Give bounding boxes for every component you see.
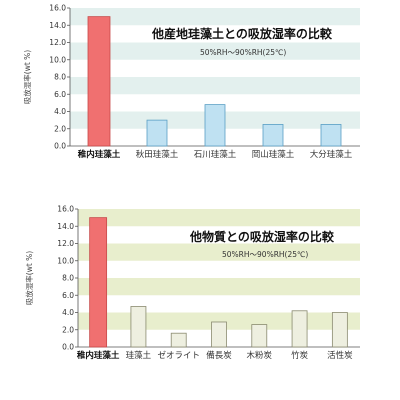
y-tick-label: 16.0 xyxy=(49,4,66,13)
category-label: 石川珪藻土 xyxy=(194,149,237,160)
y-axis-label: 吸放湿率(wt %) xyxy=(22,50,32,105)
bar-highlight xyxy=(87,16,111,147)
category-label: 稚内珪藻土 xyxy=(78,149,121,160)
y-tick-label: 2.0 xyxy=(62,325,74,334)
y-tick-label: 0.0 xyxy=(54,142,66,151)
y-tick-label: 6.0 xyxy=(54,90,66,99)
grid-band xyxy=(70,42,360,60)
grid-band xyxy=(70,8,360,26)
y-tick-label: 10.0 xyxy=(49,55,66,64)
y-tick-label: 12.0 xyxy=(49,38,66,47)
grid-band xyxy=(78,209,360,227)
bar xyxy=(170,332,187,348)
y-tick-label: 4.0 xyxy=(54,107,66,116)
category-label: 稚内珪藻土 xyxy=(77,350,120,361)
chart-title: 他物質との吸放湿率の比較 xyxy=(189,229,335,244)
y-tick-label: 12.0 xyxy=(57,239,74,248)
bar xyxy=(262,124,284,147)
chart-subtitle: 50%RH～90%RH(25℃) xyxy=(200,48,286,57)
category-label: 珪藻土 xyxy=(126,350,152,361)
y-tick-label: 10.0 xyxy=(57,256,74,265)
y-tick-label: 14.0 xyxy=(57,222,74,231)
bar xyxy=(146,119,168,147)
bar xyxy=(204,104,226,147)
y-tick-label: 16.0 xyxy=(57,205,74,214)
y-tick-label: 14.0 xyxy=(49,21,66,30)
category-label: 活性炭 xyxy=(327,350,353,361)
category-label: 大分珪藻土 xyxy=(310,149,353,160)
y-tick-label: 6.0 xyxy=(62,291,74,300)
chart-panel-dom-comparison: 0.0 2.0 4.0 6.0 8.0 10.0 12.0 14.0 16.0 吸放湿率(wt %… xyxy=(0,0,400,170)
bar xyxy=(331,312,348,348)
bar xyxy=(291,310,308,348)
y-tick-label: 8.0 xyxy=(54,73,66,82)
y-tick-label: 8.0 xyxy=(62,274,74,283)
bar xyxy=(251,324,268,348)
bar-chart-other-materials: 0.0 2.0 4.0 6.0 8.0 10.0 12.0 14.0 16.0 吸放湿率(wt %… xyxy=(24,205,360,361)
y-tick-label: 0.0 xyxy=(62,343,74,352)
bar xyxy=(211,321,227,348)
chart-panel-other-materials: 0.0 2.0 4.0 6.0 8.0 10.0 12.0 14.0 16.0 吸放湿率(wt %… xyxy=(0,200,400,370)
chart-subtitle: 50%RH～90%RH(25℃) xyxy=(222,250,308,259)
grid-band xyxy=(70,77,360,95)
grid-band xyxy=(78,312,360,330)
bar-highlight xyxy=(89,217,108,348)
y-tick-label: 4.0 xyxy=(62,308,74,317)
category-label: 岡山珪藻土 xyxy=(252,149,295,160)
category-label: 木粉炭 xyxy=(247,350,273,361)
bar xyxy=(320,124,342,147)
category-label: 秋田珪藻土 xyxy=(136,149,179,160)
category-label: 竹炭 xyxy=(291,350,309,361)
bar-chart-dom-diatomite: 0.0 2.0 4.0 6.0 8.0 10.0 12.0 14.0 16.0 吸放湿率(wt %… xyxy=(22,4,360,160)
grid-band xyxy=(78,278,360,296)
category-label: ゼオライト xyxy=(157,350,200,361)
y-tick-label: 2.0 xyxy=(54,124,66,133)
chart-title: 他産地珪藻土との吸放湿率の比較 xyxy=(151,26,333,41)
grid-band xyxy=(78,243,360,261)
bar xyxy=(130,306,147,348)
category-label: 備長炭 xyxy=(206,350,232,361)
y-axis-label: 吸放湿率(wt %) xyxy=(24,251,34,306)
